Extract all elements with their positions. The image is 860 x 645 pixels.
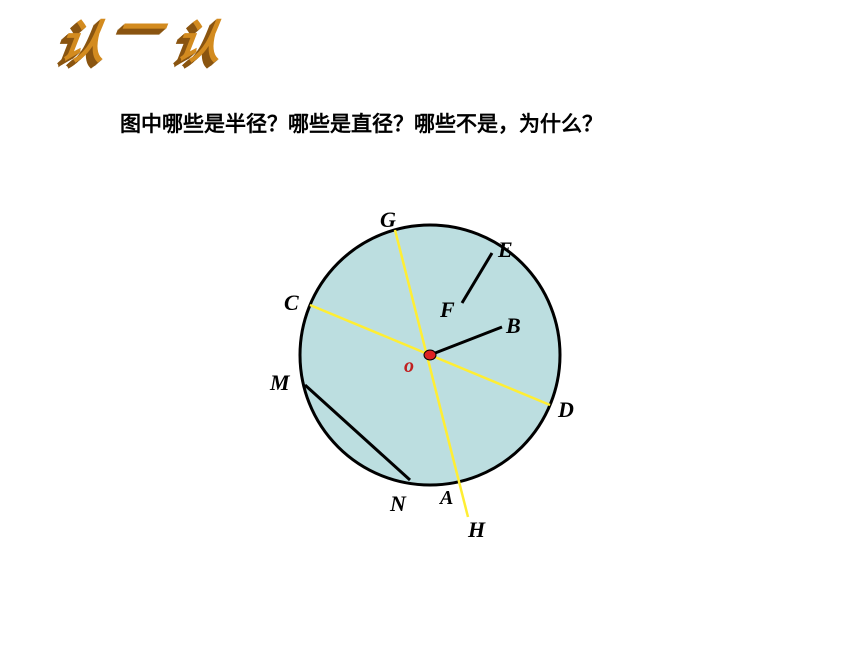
label-C: C: [284, 290, 299, 316]
label-A: A: [440, 487, 453, 510]
label-B: B: [506, 313, 521, 339]
label-N: N: [390, 491, 406, 517]
label-H: H: [468, 517, 485, 543]
title-char-0: 认: [55, 6, 110, 72]
title-char-2: 认: [171, 6, 226, 72]
label-F: F: [440, 297, 455, 323]
label-O-center: o: [404, 355, 414, 378]
label-D: D: [558, 397, 574, 423]
question-text: 图中哪些是半径？哪些是直径？哪些不是，为什么？: [120, 108, 603, 138]
labels-layer: G E C F B M D N AHo: [250, 165, 610, 585]
title-char-1: 一: [113, 0, 168, 58]
circle-diagram: G E C F B M D N AHo: [250, 165, 610, 585]
label-M: M: [270, 370, 290, 396]
label-E: E: [498, 237, 513, 263]
label-G: G: [380, 207, 396, 233]
